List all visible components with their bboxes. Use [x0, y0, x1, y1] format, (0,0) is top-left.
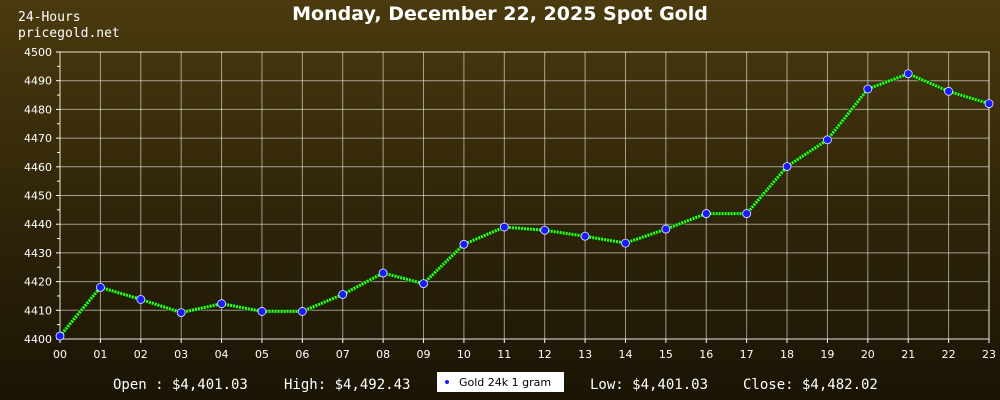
x-tick-label: 06 [295, 348, 309, 361]
data-point [984, 99, 994, 109]
x-tick-label: 15 [659, 348, 673, 361]
legend: Gold 24k 1 gram [437, 372, 564, 392]
x-tick-label: 19 [820, 348, 834, 361]
data-point [217, 299, 226, 309]
x-tick-label: 22 [942, 348, 956, 361]
x-tick-label: 03 [174, 348, 188, 361]
data-point [863, 84, 873, 94]
data-point [95, 282, 105, 292]
x-tick-label: 17 [740, 348, 754, 361]
data-point [338, 290, 348, 299]
data-point [903, 69, 913, 79]
chart-title: Monday, December 22, 2025 Spot Gold [292, 3, 708, 25]
data-point [297, 307, 307, 316]
x-tick-label: 02 [134, 348, 148, 361]
y-tick-label: 4460 [24, 161, 52, 174]
period-label: 24-Hours [18, 10, 81, 25]
x-tick-label: 23 [982, 348, 996, 361]
y-tick-label: 4450 [24, 190, 52, 203]
y-tick-label: 4470 [24, 132, 52, 145]
data-point [823, 135, 832, 145]
data-point [378, 268, 388, 278]
x-tick-label: 08 [376, 348, 390, 361]
x-tick-label: 21 [901, 348, 915, 361]
x-tick-label: 11 [497, 348, 511, 361]
y-tick-label: 4490 [24, 75, 52, 88]
data-point [742, 209, 752, 218]
y-tick-label: 4440 [24, 218, 52, 231]
data-point [621, 238, 630, 248]
data-point [459, 239, 469, 249]
data-point [701, 209, 711, 218]
y-tick-label: 4480 [24, 103, 52, 116]
series-line [58, 71, 990, 338]
data-point [55, 331, 65, 341]
x-tick-label: 01 [93, 348, 107, 361]
x-tick-label: 13 [578, 348, 592, 361]
x-tick-label: 04 [215, 348, 229, 361]
x-tick-label: 12 [538, 348, 552, 361]
data-point [257, 307, 267, 316]
y-tick-label: 4420 [24, 276, 52, 289]
grid [59, 51, 990, 340]
data-point [944, 86, 954, 96]
x-tick-label: 09 [417, 348, 431, 361]
data-point [419, 279, 428, 289]
legend-label: Gold 24k 1 gram [459, 375, 552, 389]
x-axis: 00 01 02 03 04 05 06 07 08 09 10 11 12 13 14 15 16 17 18 19… [53, 339, 996, 361]
site-label: pricegold.net [18, 26, 120, 41]
x-tick-label: 20 [861, 348, 875, 361]
open-price: Open : $4,401.03 [113, 377, 248, 393]
data-point [176, 308, 186, 317]
data-point [540, 225, 550, 235]
x-tick-label: 16 [699, 348, 713, 361]
chart-source: 24-Hours pricegold.net [18, 10, 120, 42]
low-price: Low: $4,401.03 [590, 377, 709, 393]
y-tick-label: 4500 [24, 46, 52, 59]
x-tick-label: 00 [53, 348, 67, 361]
x-tick-label: 14 [618, 348, 632, 361]
data-point [661, 224, 671, 234]
high-price: High: $4,492.43 [284, 377, 411, 393]
data-point [499, 222, 509, 232]
legend-marker [445, 380, 449, 384]
y-tick-label: 4430 [24, 247, 52, 260]
series-line-gold [58, 72, 990, 337]
data-point [136, 294, 146, 304]
series-points [55, 69, 994, 341]
x-tick-label: 18 [780, 348, 794, 361]
data-point [782, 162, 792, 171]
x-tick-label: 07 [336, 348, 350, 361]
data-point [580, 231, 590, 241]
y-tick-label: 4410 [24, 304, 52, 317]
x-tick-label: 10 [457, 348, 471, 361]
x-tick-label: 05 [255, 348, 269, 361]
series-line-shadow [58, 71, 990, 338]
y-tick-label: 4400 [24, 333, 52, 346]
y-axis: 4400 4410 4420 4430 4440 4450 4460 4470 4480 4490… [24, 46, 60, 346]
close-price: Close: $4,482.02 [743, 377, 878, 393]
